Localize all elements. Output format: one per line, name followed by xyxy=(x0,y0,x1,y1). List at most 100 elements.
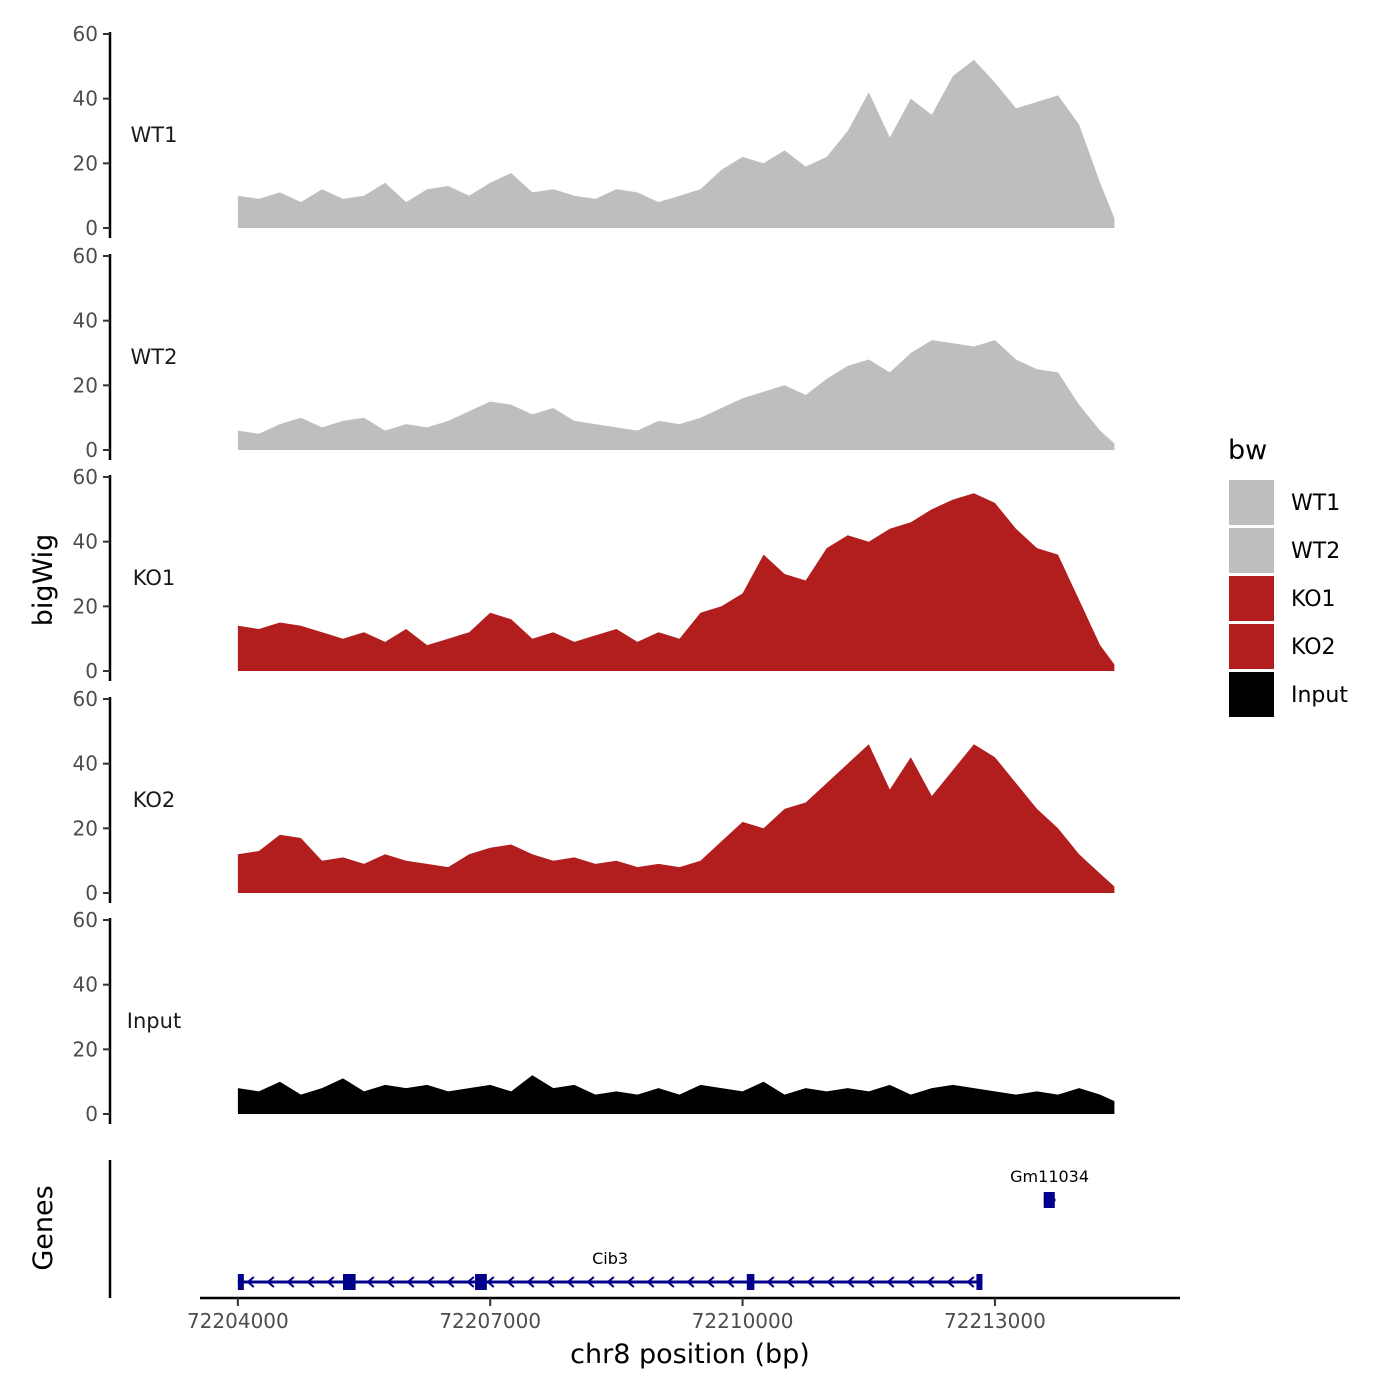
legend-swatch-wt2 xyxy=(1229,528,1274,573)
y-tick-label: 60 xyxy=(73,908,98,932)
legend-swatch-ko2 xyxy=(1229,624,1274,669)
gene-label: Cib3 xyxy=(592,1249,628,1268)
y-tick-label: 0 xyxy=(85,659,98,683)
strand-arrow xyxy=(966,1276,975,1288)
track-label: WT1 xyxy=(131,123,178,147)
y-tick-label: 20 xyxy=(73,151,98,175)
legend-label-wt1: WT1 xyxy=(1291,491,1340,516)
y-tick-label: 40 xyxy=(73,309,98,333)
y-tick-label: 40 xyxy=(73,973,98,997)
y-tick-label: 40 xyxy=(73,530,98,554)
strand-arrow xyxy=(706,1276,715,1288)
strand-arrow xyxy=(906,1276,915,1288)
x-tick-label: 72207000 xyxy=(439,1309,541,1333)
exon xyxy=(976,1274,983,1290)
strand-arrow xyxy=(646,1276,655,1288)
y-tick-label: 0 xyxy=(85,1102,98,1126)
track-label: WT2 xyxy=(131,345,178,369)
legend-swatch-wt1 xyxy=(1229,480,1274,525)
y-axis-title: bigWig xyxy=(28,534,59,627)
strand-arrow xyxy=(826,1276,835,1288)
exon xyxy=(1043,1192,1050,1208)
strand-arrow xyxy=(286,1276,295,1288)
y-tick-label: 60 xyxy=(73,244,98,268)
y-tick-label: 20 xyxy=(73,816,98,840)
exon xyxy=(237,1274,244,1290)
track-input: 0 20 40 60 Input xyxy=(73,908,1115,1126)
legend-label-input: Input xyxy=(1291,683,1348,708)
strand-arrow xyxy=(526,1276,535,1288)
y-tick-label: 0 xyxy=(85,216,98,240)
y-tick-label: 0 xyxy=(85,881,98,905)
strand-arrow xyxy=(486,1276,495,1288)
strand-arrow xyxy=(246,1276,255,1288)
strand-arrow xyxy=(846,1276,855,1288)
track-label: KO2 xyxy=(133,788,176,812)
y-tick-label: 40 xyxy=(73,87,98,111)
strand-arrow xyxy=(786,1276,795,1288)
strand-arrow xyxy=(806,1276,815,1288)
legend-swatch-ko1 xyxy=(1229,576,1274,621)
track-ko2: 0 20 40 60 KO2 xyxy=(73,687,1115,905)
y-tick-label: 40 xyxy=(73,752,98,776)
x-axis-title: chr8 position (bp) xyxy=(570,1339,810,1370)
exon xyxy=(746,1274,755,1290)
track-ko1: 0 20 40 60 KO1 xyxy=(73,465,1115,683)
strand-arrow xyxy=(726,1276,735,1288)
legend-label-wt2: WT2 xyxy=(1291,539,1340,564)
y-tick-label: 0 xyxy=(85,438,98,462)
legend: bw WT1 WT2 KO1 KO2 Input xyxy=(1228,435,1348,717)
strand-arrow xyxy=(766,1276,775,1288)
genes-track-title: Genes xyxy=(28,1185,59,1270)
legend-label-ko1: KO1 xyxy=(1291,587,1336,612)
area-wt1 xyxy=(237,59,1115,229)
exon xyxy=(343,1274,356,1290)
y-tick-label: 20 xyxy=(73,594,98,618)
strand-arrow xyxy=(886,1276,895,1288)
track-wt2: 0 20 40 60 WT2 xyxy=(73,244,1115,462)
legend-title: bw xyxy=(1228,435,1267,466)
y-tick-label: 60 xyxy=(73,687,98,711)
strand-arrow xyxy=(326,1276,335,1288)
y-tick-label: 60 xyxy=(73,465,98,489)
strand-arrow xyxy=(386,1276,395,1288)
strand-arrow xyxy=(926,1276,935,1288)
strand-arrow xyxy=(546,1276,555,1288)
gene-label: Gm11034 xyxy=(1010,1167,1089,1186)
strand-arrow xyxy=(446,1276,455,1288)
genes-panel: Cib3 Gm11034 xyxy=(108,1160,1089,1298)
strand-arrow xyxy=(466,1276,475,1288)
strand-arrow xyxy=(626,1276,635,1288)
strand-arrow xyxy=(566,1276,575,1288)
area-wt2 xyxy=(237,340,1115,450)
area-input xyxy=(237,1075,1115,1114)
x-tick-label: 72210000 xyxy=(692,1309,794,1333)
strand-arrow xyxy=(586,1276,595,1288)
strand-arrow xyxy=(606,1276,615,1288)
x-tick-label: 72204000 xyxy=(187,1309,289,1333)
signal-tracks: 0 20 40 60 WT1 0 20 40 60 WT2 0 20 40 60 KO1 0 20 40 60 KO2… xyxy=(73,22,1115,1126)
x-axis: 72204000 72207000 72210000 72213000 xyxy=(187,1296,1180,1333)
gene-gm11034: Gm11034 xyxy=(1010,1167,1089,1208)
legend-label-ko2: KO2 xyxy=(1291,635,1336,660)
gene-cib3: Cib3 xyxy=(237,1249,983,1290)
strand-arrow xyxy=(686,1276,695,1288)
strand-arrow xyxy=(406,1276,415,1288)
strand-arrow xyxy=(946,1276,955,1288)
area-ko1 xyxy=(237,493,1115,671)
exon xyxy=(475,1274,487,1290)
strand-arrow xyxy=(266,1276,275,1288)
x-tick-label: 72213000 xyxy=(944,1309,1046,1333)
strand-arrow xyxy=(366,1276,375,1288)
y-tick-label: 20 xyxy=(73,373,98,397)
track-label: Input xyxy=(127,1009,181,1033)
track-wt1: 0 20 40 60 WT1 xyxy=(73,22,1115,240)
strand-arrow xyxy=(306,1276,315,1288)
track-label: KO1 xyxy=(133,566,176,590)
y-tick-label: 20 xyxy=(73,1037,98,1061)
area-ko2 xyxy=(237,744,1115,893)
strand-arrow xyxy=(866,1276,875,1288)
strand-arrow xyxy=(506,1276,515,1288)
strand-arrow xyxy=(666,1276,675,1288)
